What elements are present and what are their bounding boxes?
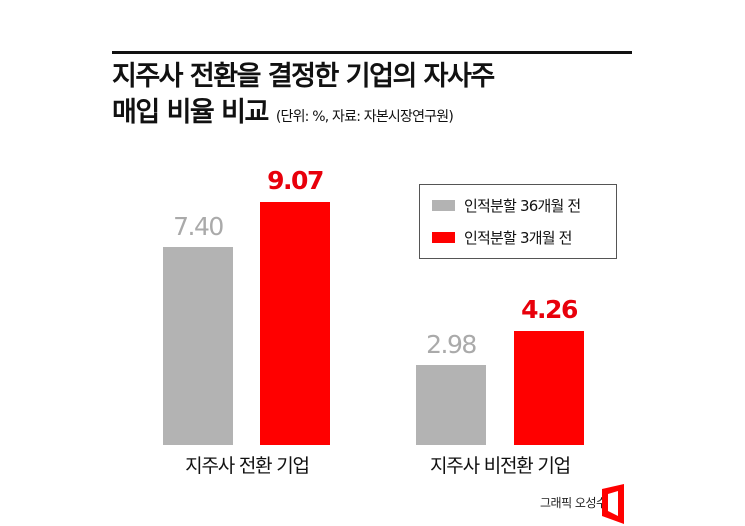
value-label-g1-gray: 7.40 bbox=[173, 212, 224, 241]
chart-title-line2: 매입 비율 비교 (단위: %, 자료: 자본시장연구원) bbox=[112, 96, 454, 134]
bar-g1-36months bbox=[163, 247, 233, 445]
legend: 인적분할 36개월 전 인적분할 3개월 전 bbox=[419, 184, 617, 259]
bar-g2-36months bbox=[416, 365, 486, 445]
unit-source-note: (단위: %, 자료: 자본시장연구원) bbox=[275, 109, 454, 125]
value-label-g2-red: 4.26 bbox=[521, 295, 578, 324]
legend-label: 인적분할 36개월 전 bbox=[464, 197, 581, 215]
category-label-2: 지주사 비전환 기업 bbox=[430, 455, 571, 477]
publisher-logo-icon bbox=[602, 484, 624, 524]
legend-swatch-gray bbox=[432, 200, 455, 211]
legend-item-36months: 인적분할 36개월 전 bbox=[432, 195, 581, 216]
legend-label: 인적분할 3개월 전 bbox=[464, 229, 572, 247]
chart-title-line1: 지주사 전환을 결정한 기업의 자사주 bbox=[112, 61, 495, 92]
value-label-g1-red: 9.07 bbox=[267, 166, 324, 195]
bar-g2-3months bbox=[514, 331, 584, 445]
chart-title-line2-text: 매입 비율 비교 bbox=[112, 97, 269, 128]
bar-g1-3months bbox=[260, 202, 330, 445]
legend-swatch-red bbox=[432, 232, 455, 243]
value-label-g2-gray: 2.98 bbox=[426, 330, 477, 359]
graphic-credit: 그래픽 오성수 bbox=[540, 496, 607, 510]
legend-item-3months: 인적분할 3개월 전 bbox=[432, 227, 572, 248]
category-label-1: 지주사 전환 기업 bbox=[185, 455, 310, 477]
title-rule bbox=[112, 51, 632, 54]
